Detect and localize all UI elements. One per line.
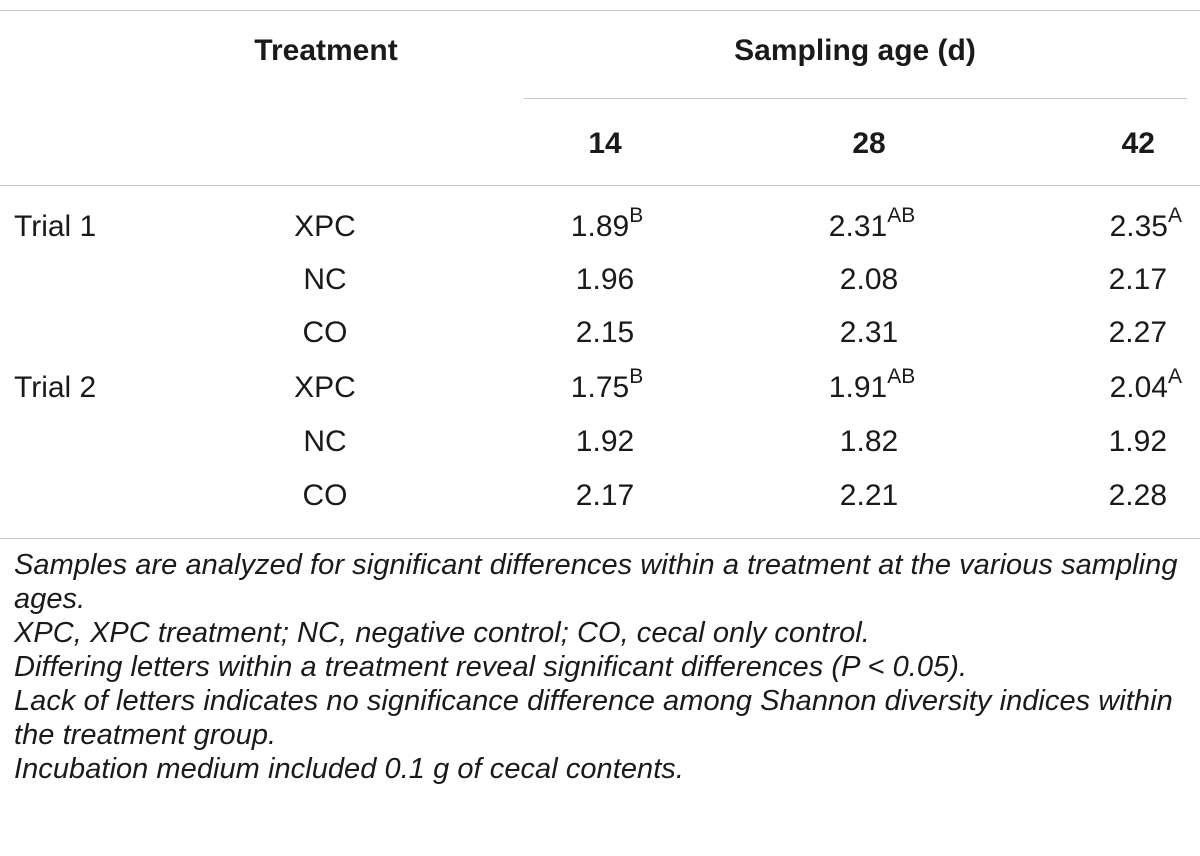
- table-footnotes: Samples are analyzed for significant dif…: [14, 548, 1189, 786]
- trial-label: Trial 2: [14, 371, 97, 404]
- value-day28: 2.08: [839, 263, 899, 296]
- value-day42: 2.35A: [1109, 204, 1182, 243]
- treatment-cell: XPC: [294, 371, 356, 404]
- value-day42: 2.17: [1108, 263, 1167, 296]
- value-day42: 2.28: [1108, 479, 1167, 512]
- trial-label: Trial 1: [14, 210, 97, 243]
- table-bottom-rule: [0, 538, 1200, 539]
- treatment-cell: XPC: [294, 210, 356, 243]
- treatment-cell: CO: [302, 479, 348, 512]
- value-day28: 2.21: [839, 479, 899, 512]
- header-age-28: 28: [852, 127, 886, 160]
- value-day14: 1.96: [575, 263, 635, 296]
- footnote-analysis: Samples are analyzed for significant dif…: [14, 549, 1178, 615]
- value-day42: 1.92: [1108, 425, 1167, 458]
- footnote-lack-of-letters: Lack of letters indicates no significanc…: [14, 685, 1173, 751]
- footnote-incubation: Incubation medium included 0.1 g of ceca…: [14, 753, 684, 785]
- top-rule: [0, 10, 1200, 11]
- value-day14: 2.15: [575, 316, 635, 349]
- value-day42: 2.04A: [1109, 365, 1182, 404]
- treatment-cell: NC: [303, 263, 347, 296]
- footnote-differing-letters: Differing letters within a treatment rev…: [14, 651, 968, 683]
- value-day28: 2.31: [839, 316, 899, 349]
- footnote-abbreviations: XPC, XPC treatment; NC, negative control…: [14, 617, 870, 649]
- sampling-age-rule: [524, 98, 1187, 99]
- header-treatment: Treatment: [254, 34, 398, 67]
- value-day42: 2.27: [1108, 316, 1167, 349]
- value-day14: 2.17: [575, 479, 635, 512]
- header-age-42: 42: [1121, 127, 1155, 160]
- value-day14: 1.75B: [570, 365, 644, 404]
- value-day14: 1.89B: [570, 204, 644, 243]
- header-age-14: 14: [588, 127, 622, 160]
- treatment-cell: NC: [303, 425, 347, 458]
- header-sampling-age: Sampling age (d): [734, 34, 976, 67]
- value-day14: 1.92: [575, 425, 635, 458]
- value-day28: 1.82: [839, 425, 899, 458]
- treatment-cell: CO: [302, 316, 348, 349]
- header-bottom-rule: [0, 185, 1200, 186]
- value-day28: 1.91AB: [828, 365, 916, 404]
- value-day28: 2.31AB: [828, 204, 916, 243]
